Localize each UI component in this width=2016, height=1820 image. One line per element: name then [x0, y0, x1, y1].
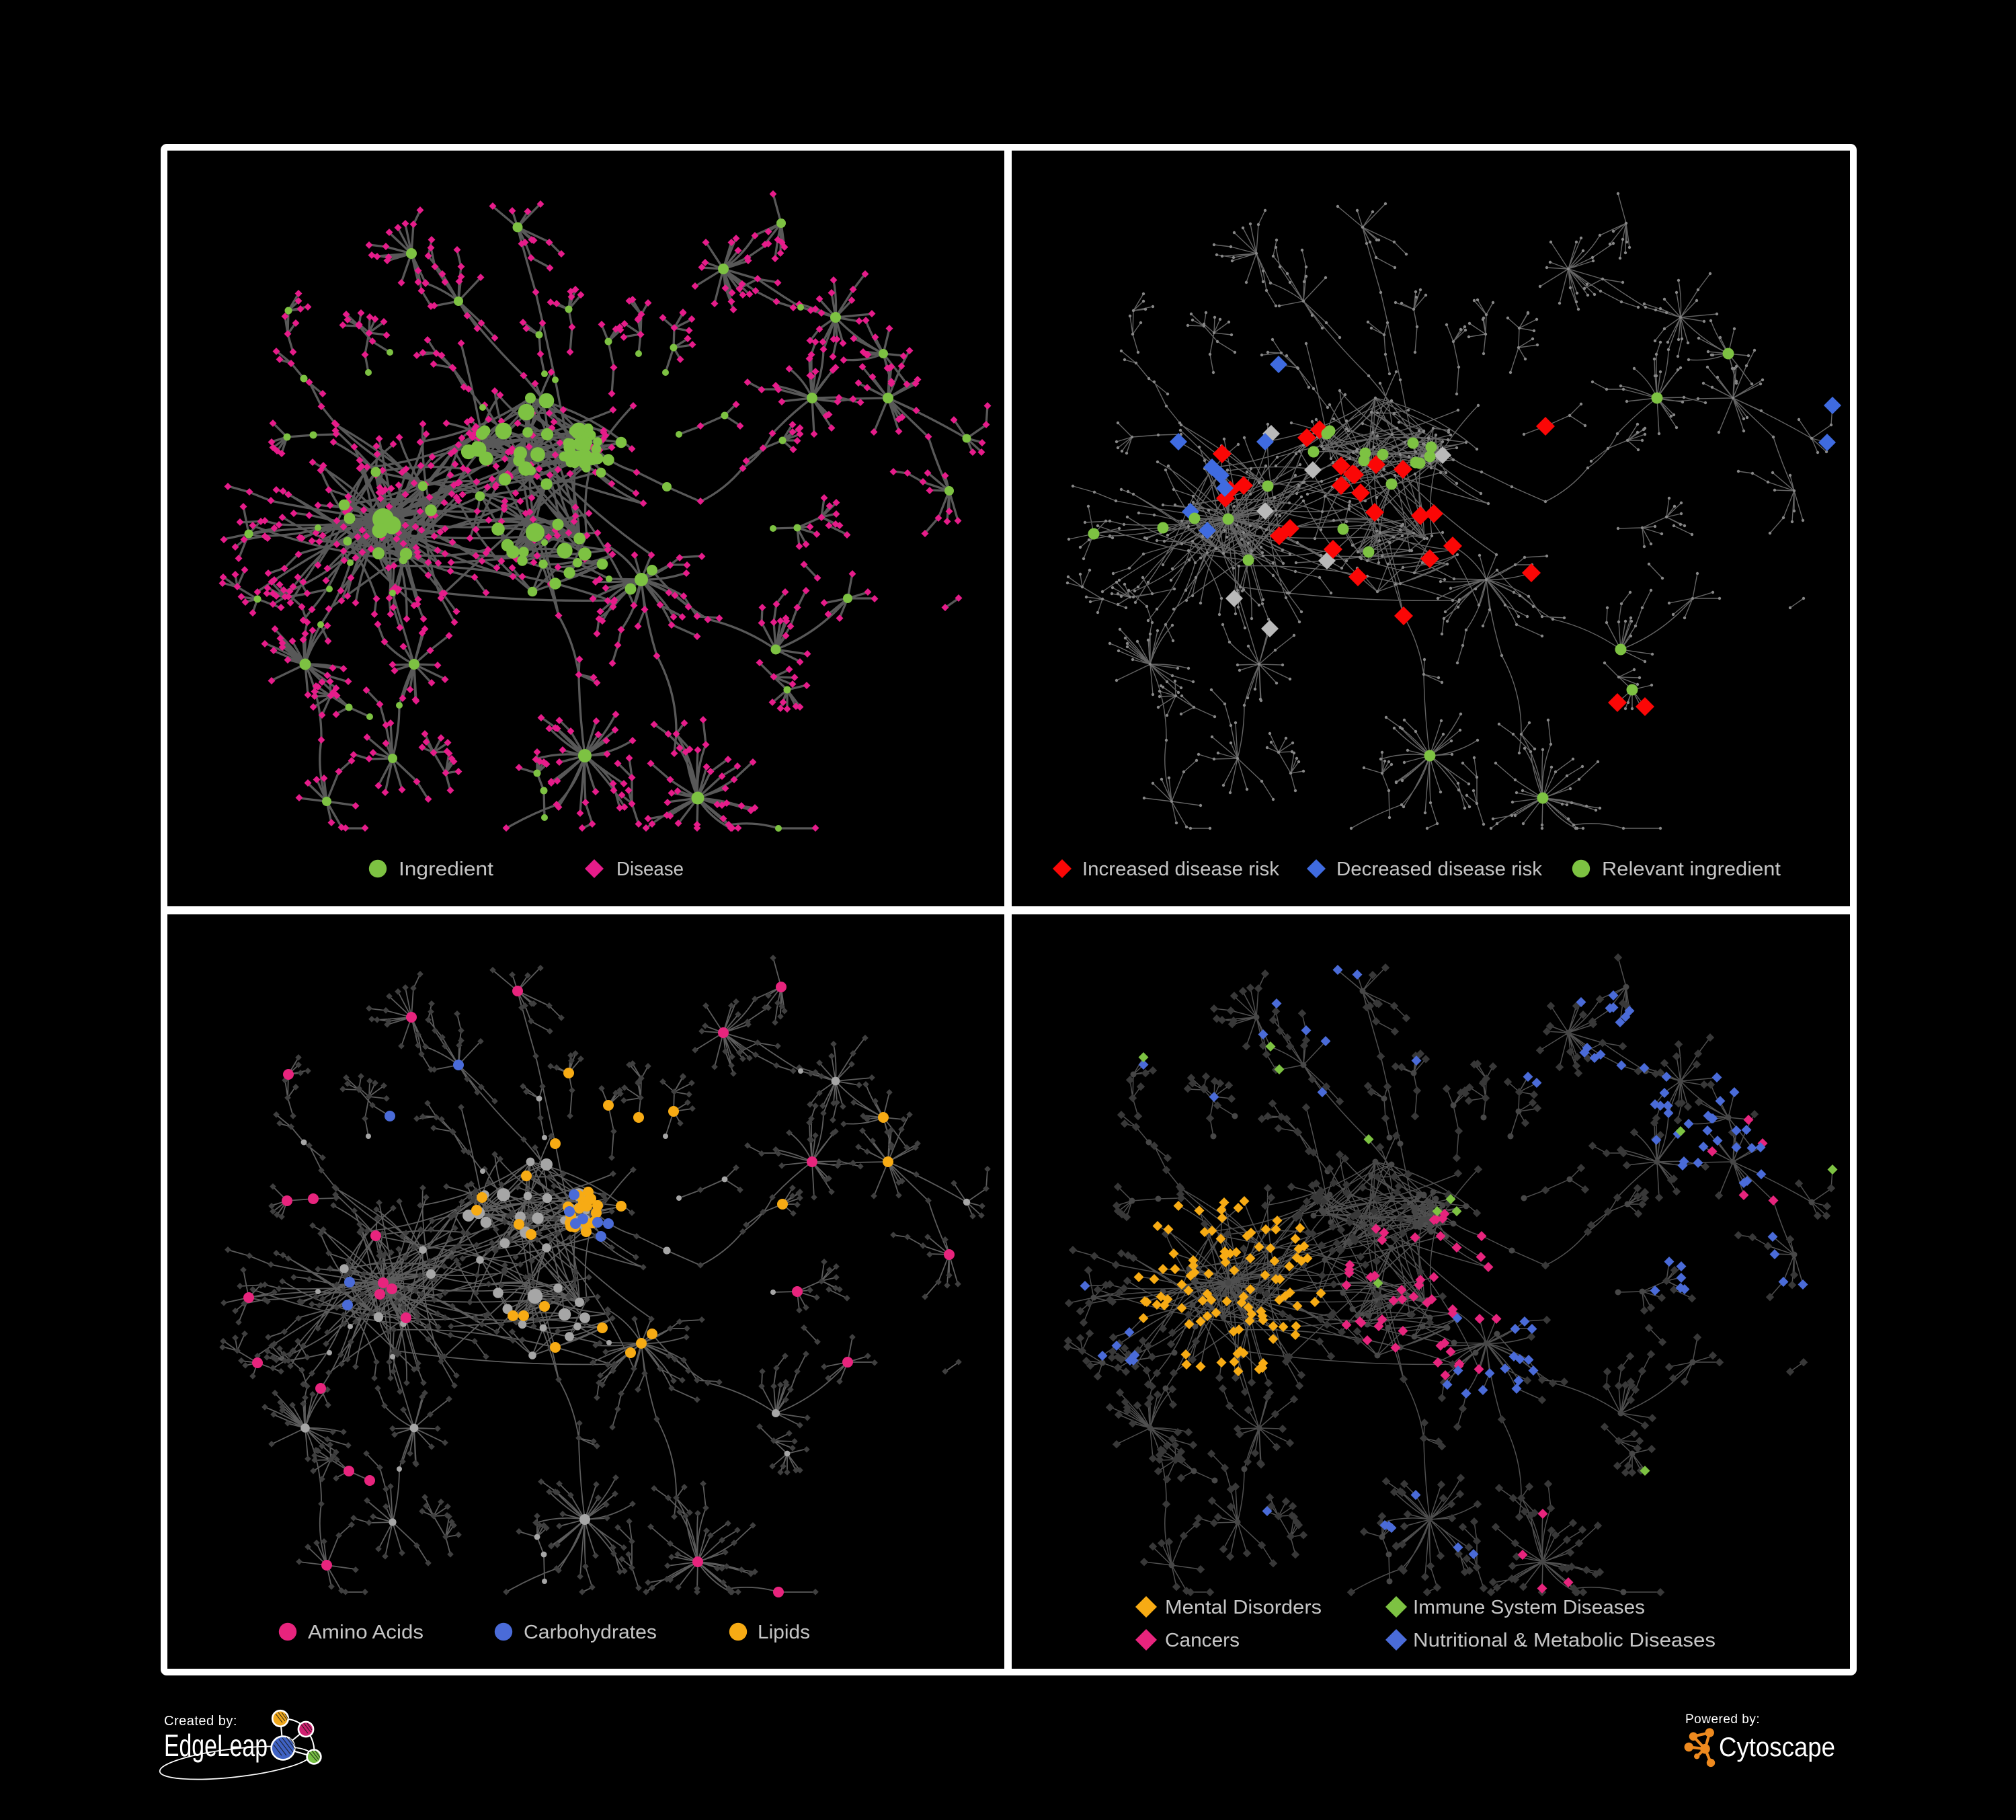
svg-text:Ingredient: Ingredient	[399, 859, 493, 880]
svg-text:Decreased disease risk: Decreased disease risk	[1336, 859, 1542, 880]
svg-text:Cancers: Cancers	[1165, 1630, 1240, 1651]
svg-text:Carbohydrates: Carbohydrates	[524, 1622, 657, 1643]
svg-text:Cytoscape: Cytoscape	[1719, 1733, 1835, 1762]
svg-text:Mental Disorders: Mental Disorders	[1165, 1597, 1322, 1618]
svg-text:Created by:: Created by:	[164, 1714, 237, 1729]
svg-text:Lipids: Lipids	[758, 1622, 810, 1643]
svg-text:Powered by:: Powered by:	[1685, 1712, 1760, 1727]
svg-text:Relevant ingredient: Relevant ingredient	[1602, 859, 1781, 880]
svg-text:Amino Acids: Amino Acids	[308, 1622, 424, 1643]
svg-text:Immune System Diseases: Immune System Diseases	[1413, 1597, 1645, 1618]
svg-text:EdgeLeap: EdgeLeap	[164, 1728, 268, 1763]
svg-text:Nutritional & Metabolic Diseas: Nutritional & Metabolic Diseases	[1413, 1630, 1716, 1651]
svg-text:Increased disease risk: Increased disease risk	[1082, 859, 1280, 880]
svg-text:Disease: Disease	[616, 859, 684, 880]
